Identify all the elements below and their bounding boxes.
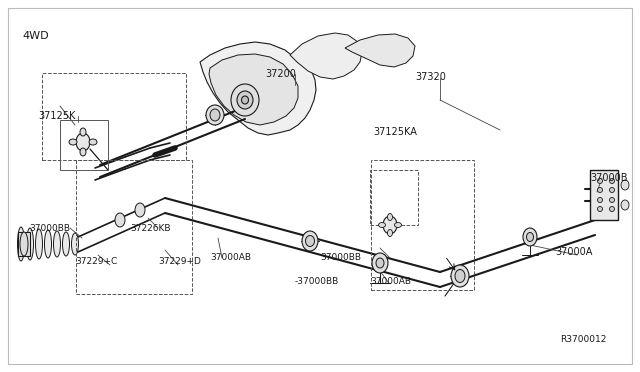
Text: 37000AB: 37000AB <box>370 278 411 286</box>
Polygon shape <box>290 33 362 79</box>
Ellipse shape <box>621 200 629 210</box>
Ellipse shape <box>305 235 314 247</box>
Ellipse shape <box>20 232 28 256</box>
Ellipse shape <box>35 229 42 259</box>
Ellipse shape <box>372 253 388 273</box>
Text: 37000BB: 37000BB <box>29 224 70 232</box>
Ellipse shape <box>76 133 90 151</box>
Ellipse shape <box>609 206 614 212</box>
Ellipse shape <box>45 230 51 258</box>
Ellipse shape <box>609 179 614 183</box>
Ellipse shape <box>237 91 253 109</box>
Ellipse shape <box>523 228 537 246</box>
Bar <box>370 170 418 225</box>
Ellipse shape <box>451 265 469 287</box>
Ellipse shape <box>241 96 248 104</box>
Ellipse shape <box>621 180 629 190</box>
Ellipse shape <box>598 198 602 202</box>
Text: -37000BB: -37000BB <box>295 278 339 286</box>
Text: 4WD: 4WD <box>22 31 49 41</box>
Text: R3700012: R3700012 <box>560 336 606 344</box>
Ellipse shape <box>210 109 220 121</box>
Ellipse shape <box>527 232 534 241</box>
Ellipse shape <box>80 148 86 156</box>
Ellipse shape <box>609 187 614 192</box>
Text: 37229+D: 37229+D <box>158 257 201 266</box>
Bar <box>60 120 108 170</box>
Text: 37200: 37200 <box>265 69 296 79</box>
Bar <box>18 232 30 256</box>
Ellipse shape <box>206 105 224 125</box>
Text: 37226KB: 37226KB <box>130 224 170 232</box>
Ellipse shape <box>69 139 77 145</box>
Text: 37125KA: 37125KA <box>373 127 417 137</box>
Polygon shape <box>590 170 618 220</box>
Ellipse shape <box>598 206 602 212</box>
Ellipse shape <box>387 230 392 237</box>
Text: 37229+C: 37229+C <box>75 257 117 266</box>
Ellipse shape <box>115 213 125 227</box>
Ellipse shape <box>455 269 465 282</box>
Text: 37000AB: 37000AB <box>210 253 251 263</box>
Ellipse shape <box>54 231 61 257</box>
Ellipse shape <box>26 228 33 260</box>
Text: 37125K: 37125K <box>38 111 76 121</box>
Ellipse shape <box>89 139 97 145</box>
Ellipse shape <box>72 233 79 255</box>
Ellipse shape <box>378 222 385 228</box>
Bar <box>371 160 474 290</box>
Ellipse shape <box>383 216 397 234</box>
Text: 37000B: 37000B <box>590 173 627 183</box>
Ellipse shape <box>387 214 392 221</box>
Polygon shape <box>200 42 316 135</box>
Text: 37320: 37320 <box>415 72 446 82</box>
Ellipse shape <box>598 187 602 192</box>
Ellipse shape <box>609 198 614 202</box>
Ellipse shape <box>17 227 24 261</box>
Ellipse shape <box>598 179 602 183</box>
Polygon shape <box>209 54 298 125</box>
Text: 37000BB: 37000BB <box>320 253 361 263</box>
Ellipse shape <box>135 203 145 217</box>
Ellipse shape <box>80 128 86 136</box>
Bar <box>76 160 192 294</box>
Ellipse shape <box>231 84 259 116</box>
Text: 37000A: 37000A <box>555 247 593 257</box>
Ellipse shape <box>376 258 384 268</box>
Ellipse shape <box>394 222 401 228</box>
Ellipse shape <box>63 232 70 256</box>
Polygon shape <box>345 34 415 67</box>
Bar <box>42 73 186 160</box>
Ellipse shape <box>302 231 318 251</box>
